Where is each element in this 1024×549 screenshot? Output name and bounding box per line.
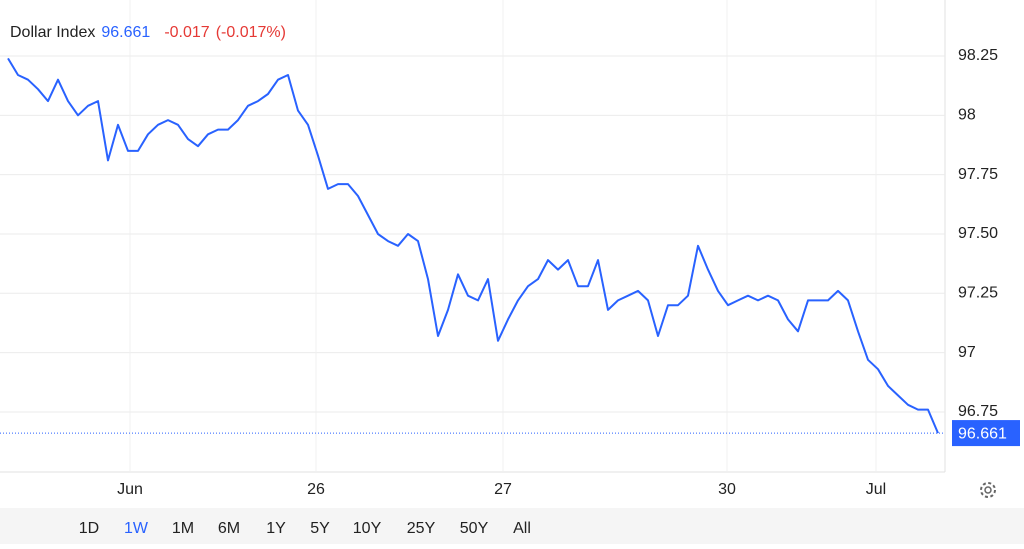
range-button[interactable]: 1W [124,520,149,537]
x-tick-label: 26 [307,481,325,498]
range-button[interactable]: 1M [172,520,194,537]
y-tick-label: 98 [958,107,976,124]
y-tick-label: 98.25 [958,47,998,64]
last-price-box [952,420,1020,447]
current-price: 96.661 [101,24,150,41]
range-button[interactable]: 50Y [460,520,489,537]
range-button[interactable]: 1D [79,520,99,537]
range-button[interactable]: 10Y [353,520,382,537]
index-name: Dollar Index [10,24,95,41]
price-change: -0.017 [164,24,209,41]
gear-hub [984,486,992,494]
last-price-label: 96.661 [958,425,1007,442]
price-line [7,57,939,434]
x-tick-label: Jul [866,481,886,498]
range-button[interactable]: 5Y [310,520,330,537]
y-tick-label: 97.75 [958,166,998,183]
range-button[interactable]: 1Y [266,520,286,537]
price-change-percent: (-0.017%) [216,24,286,41]
range-bar [0,508,1024,544]
gear [980,482,996,498]
y-tick-label: 96.75 [958,403,998,420]
range-button[interactable]: 6M [218,520,240,537]
y-tick-label: 97.50 [958,225,998,242]
range-button[interactable]: 25Y [407,520,436,537]
x-tick-label: 27 [494,481,512,498]
settings-icon[interactable] [980,482,996,498]
y-tick-label: 97.25 [958,285,998,302]
x-tick-label: 30 [718,481,736,498]
header: Dollar Index 96.661 -0.017 (-0.017%) [10,24,286,41]
y-tick-label: 97 [958,344,976,361]
x-tick-label: Jun [117,481,143,498]
range-button[interactable]: All [513,520,531,537]
